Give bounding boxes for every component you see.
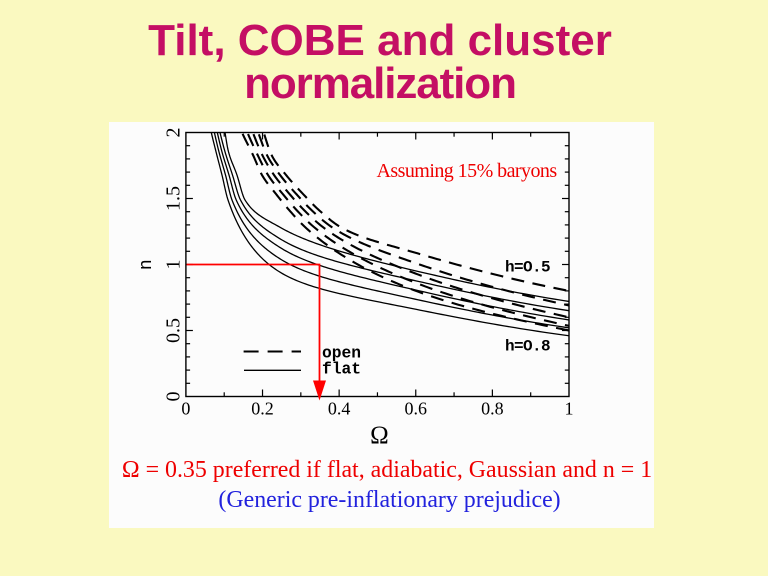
svg-text:0: 0 [162, 392, 184, 402]
svg-text:0.4: 0.4 [328, 399, 351, 419]
svg-text:h=O.5: h=O.5 [505, 259, 550, 277]
svg-text:Ω: Ω [370, 422, 389, 449]
svg-text:n: n [137, 259, 157, 270]
svg-text:0: 0 [181, 399, 190, 419]
svg-text:flat: flat [322, 360, 361, 379]
svg-text:0.8: 0.8 [481, 399, 504, 419]
svg-text:0.2: 0.2 [251, 399, 274, 419]
svg-text:0.5: 0.5 [162, 318, 184, 343]
svg-text:Ω = 0.35 preferred if flat, ad: Ω = 0.35 preferred if flat, adiabatic, G… [122, 457, 652, 483]
svg-text:2: 2 [162, 128, 184, 138]
svg-text:1: 1 [565, 399, 574, 419]
svg-text:h=O.8: h=O.8 [505, 338, 550, 356]
svg-text:0.6: 0.6 [405, 399, 428, 419]
svg-text:1: 1 [162, 260, 184, 270]
svg-text:(Generic pre-inflationary prej: (Generic pre-inflationary prejudice) [218, 487, 560, 513]
svg-text:1.5: 1.5 [162, 186, 184, 211]
svg-text:Assuming 15% baryons: Assuming 15% baryons [377, 160, 558, 182]
svg-text:open: open [322, 344, 361, 363]
